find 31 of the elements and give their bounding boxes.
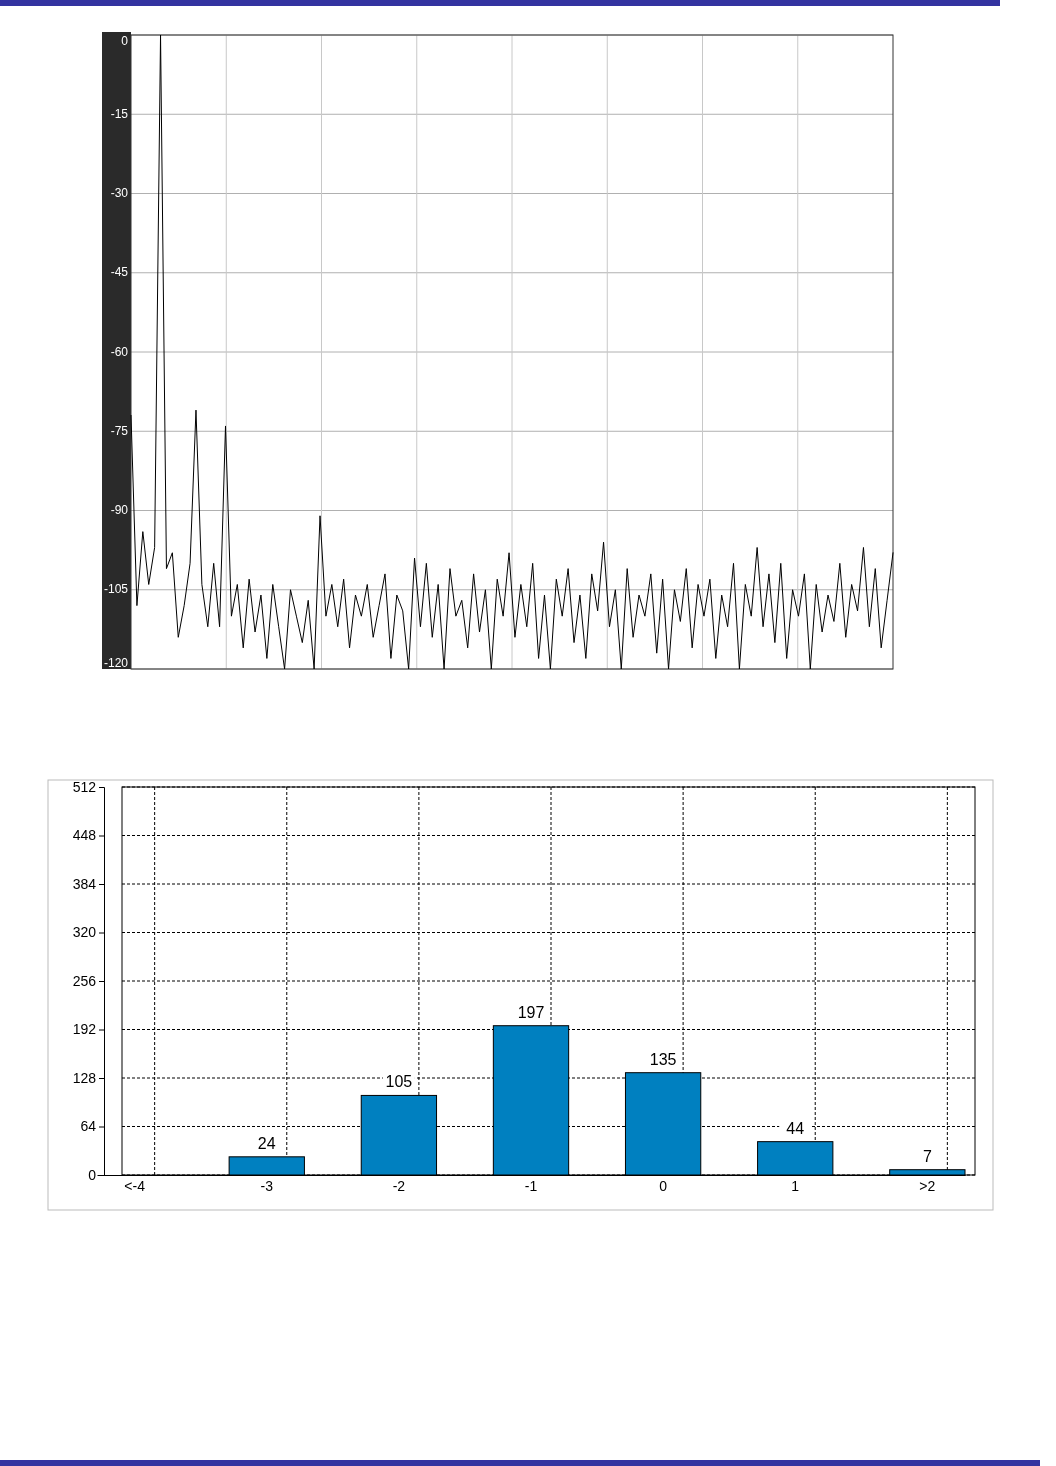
x-tick-label: -3 (260, 1177, 274, 1194)
y-tick-label: 128 (72, 1069, 97, 1086)
y-tick-label: 512 (72, 778, 97, 795)
x-tick-label: <-4 (124, 1177, 146, 1194)
y-tick-label: 384 (72, 875, 97, 892)
x-tick-label: -2 (392, 1177, 406, 1194)
data-label: 135 (649, 1050, 677, 1068)
y-tick-label: 0 (88, 1166, 97, 1183)
data-label: 7 (922, 1147, 932, 1165)
y-tick-label: 320 (72, 924, 97, 941)
y-tick-label: -75 (110, 423, 129, 438)
data-label: 24 (257, 1134, 276, 1152)
x-tick-label: 1 (791, 1177, 800, 1194)
y-tick-label: 64 (80, 1118, 97, 1135)
y-tick-label: 192 (72, 1021, 97, 1038)
y-tick-label: -15 (110, 106, 129, 121)
y-tick-label: -105 (103, 582, 129, 597)
y-tick-label: 256 (72, 972, 97, 989)
x-tick-label: -1 (524, 1177, 538, 1194)
x-tick-label: >2 (919, 1177, 936, 1194)
x-tick-label: 0 (659, 1177, 668, 1194)
y-tick-label: 448 (72, 827, 97, 844)
y-tick-label: -90 (110, 503, 129, 518)
y-tick-label: -60 (110, 344, 129, 359)
data-label: 44 (786, 1119, 805, 1137)
data-label: 197 (517, 1003, 545, 1021)
data-label: 105 (385, 1073, 413, 1091)
y-tick-label: -30 (110, 186, 129, 201)
y-tick-label: 0 (121, 33, 129, 48)
y-tick-label: -120 (103, 655, 129, 670)
y-tick-label: -45 (110, 265, 129, 280)
